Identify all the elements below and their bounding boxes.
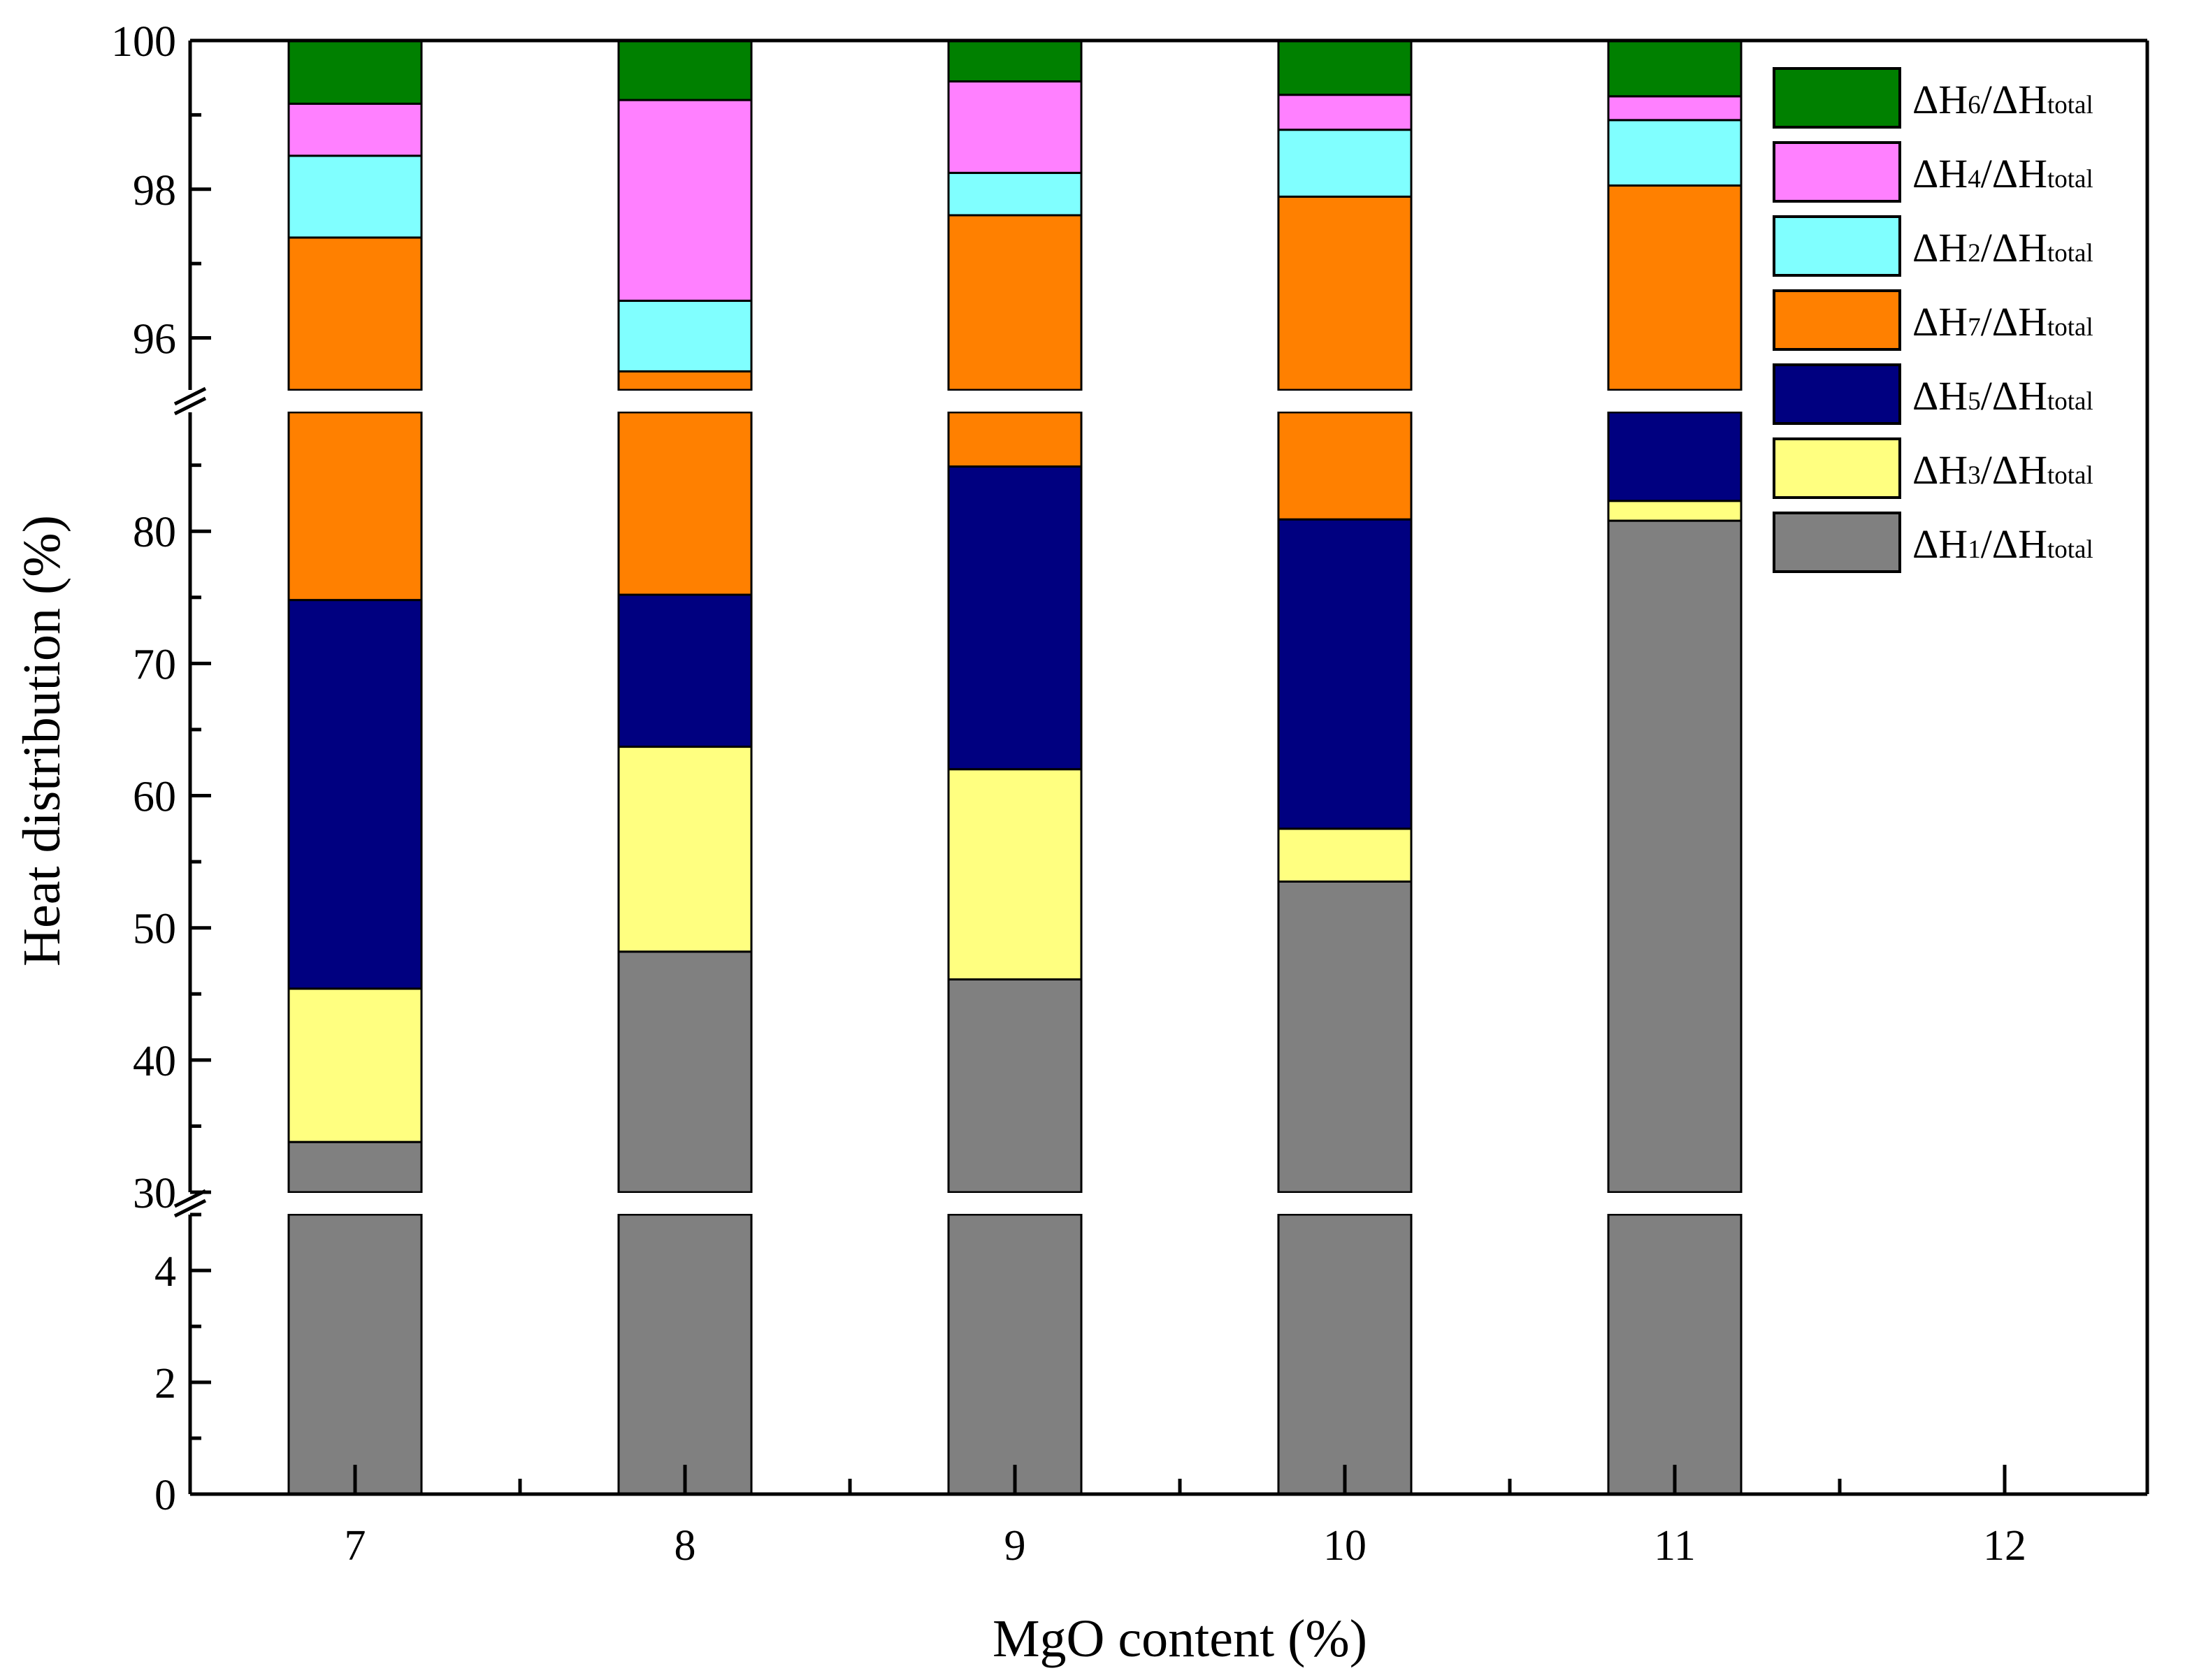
bar-11-h1-seg0 [1607,1213,1743,1496]
bar-7-h6-seg2 [287,39,423,105]
x-axis: 7 8 9 10 11 12 [345,1465,2026,1570]
bar-9-h2-seg2 [947,171,1083,217]
bar-9-h1-seg1 [947,978,1083,1194]
bar-10-h4-seg2 [1277,94,1413,131]
legend-swatch-h6 [1773,67,1901,129]
x-tick-label: 8 [675,1522,696,1570]
y-tick-label: 0 [154,1472,176,1519]
bar-9-h7-seg1 [947,411,1083,468]
x-tick-label: 10 [1323,1522,1367,1570]
bar-9-h5-seg1 [947,465,1083,771]
legend-label-h3: ΔH3/ΔHtotal [1912,447,2093,493]
bar-9-h6-seg2 [947,39,1083,83]
bar-9-h7-seg2 [947,214,1083,391]
bar-7-h4-seg2 [287,102,423,157]
legend-label-h4: ΔH4/ΔHtotal [1912,151,2093,196]
legend-label-h2: ΔH2/ΔHtotal [1912,225,2093,270]
axis-break-gap [169,1193,2168,1214]
axis-break-mark [173,1199,207,1218]
y-tick-label: 96 [133,316,176,363]
y-tick-label: 2 [154,1360,176,1407]
bar-9-h4-seg2 [947,80,1083,174]
bar-8-h3-seg1 [617,746,753,953]
legend-label-h1: ΔH1/ΔHtotal [1912,521,2093,567]
y-tick-label: 100 [111,18,176,66]
y-tick-label: 70 [133,641,176,688]
bar-11-h5-seg1 [1607,411,1743,502]
bar-11-h4-seg2 [1607,95,1743,122]
bar-10-h2-seg2 [1277,129,1413,198]
x-tick-label: 12 [1983,1522,2026,1570]
bar-10-h1-seg1 [1277,880,1413,1194]
bar-8-h6-seg2 [617,39,753,101]
bar-7-h2-seg2 [287,154,423,239]
bar-10-h3-seg1 [1277,827,1413,883]
bar-8-h7-seg1 [617,411,753,596]
legend-label-h5: ΔH5/ΔHtotal [1912,373,2093,419]
bar-10-h6-seg2 [1277,39,1413,96]
legend-swatch-h3 [1773,437,1901,499]
y-tick-label: 80 [133,509,176,556]
legend-swatch-h2 [1773,215,1901,277]
bar-9-h1-seg0 [947,1213,1083,1496]
bar-8-h4-seg2 [617,99,753,302]
x-axis-title: MgO content (%) [993,1609,1367,1668]
bar-8-h1-seg0 [617,1213,753,1496]
y-tick-label: 30 [133,1170,176,1217]
bar-10-h7-seg2 [1277,195,1413,391]
legend-swatch-h5 [1773,363,1901,425]
bar-8-h1-seg1 [617,950,753,1194]
legend-label-h7: ΔH7/ΔHtotal [1912,299,2093,345]
y-axis-title: Heat distribution (%) [13,515,71,966]
legend-swatch-h1 [1773,512,1901,573]
y-tick-label: 40 [133,1038,176,1085]
y-axis: 0 2 4 30 40 50 60 70 80 96 98 100 [111,18,211,1519]
bar-7-h1-seg0 [287,1213,423,1496]
bar-11-h2-seg2 [1607,119,1743,187]
bar-11-h3-seg1 [1607,500,1743,522]
bar-10-h7-seg1 [1277,411,1413,521]
bar-9-h3-seg1 [947,768,1083,980]
x-tick-label: 9 [1004,1522,1026,1570]
bar-8-h5-seg1 [617,593,753,748]
bar-7-h7-seg2 [287,236,423,391]
legend-swatch-h7 [1773,289,1901,351]
bar-7-h7-seg1 [287,411,423,602]
bar-8-h2-seg2 [617,299,753,372]
bar-11-h7-seg2 [1607,184,1743,391]
y-tick-label: 50 [133,906,176,953]
axis-break-mark [173,396,207,416]
plot-frame [188,38,2149,1496]
y-tick-label: 4 [154,1248,176,1296]
x-tick-label: 7 [345,1522,366,1570]
bar-7-h5-seg1 [287,599,423,990]
legend: ΔH6/ΔHtotal ΔH4/ΔHtotal ΔH2/ΔHtotal ΔH7/ΔHt… [1773,67,2093,573]
axis-break-mark [173,386,207,406]
bars-layer [287,39,1743,1496]
y-tick-label: 98 [133,167,176,215]
bar-7-h1-seg1 [287,1140,423,1194]
bar-8-h7-seg2 [617,370,753,391]
bar-10-h1-seg0 [1277,1213,1413,1496]
x-tick-label: 11 [1654,1522,1696,1570]
legend-swatch-h4 [1773,141,1901,203]
bar-11-h6-seg2 [1607,39,1743,98]
legend-label-h6: ΔH6/ΔHtotal [1912,77,2093,122]
bar-7-h3-seg1 [287,987,423,1143]
y-tick-label: 60 [133,774,176,821]
bar-10-h5-seg1 [1277,518,1413,830]
bar-11-h1-seg1 [1607,519,1743,1194]
